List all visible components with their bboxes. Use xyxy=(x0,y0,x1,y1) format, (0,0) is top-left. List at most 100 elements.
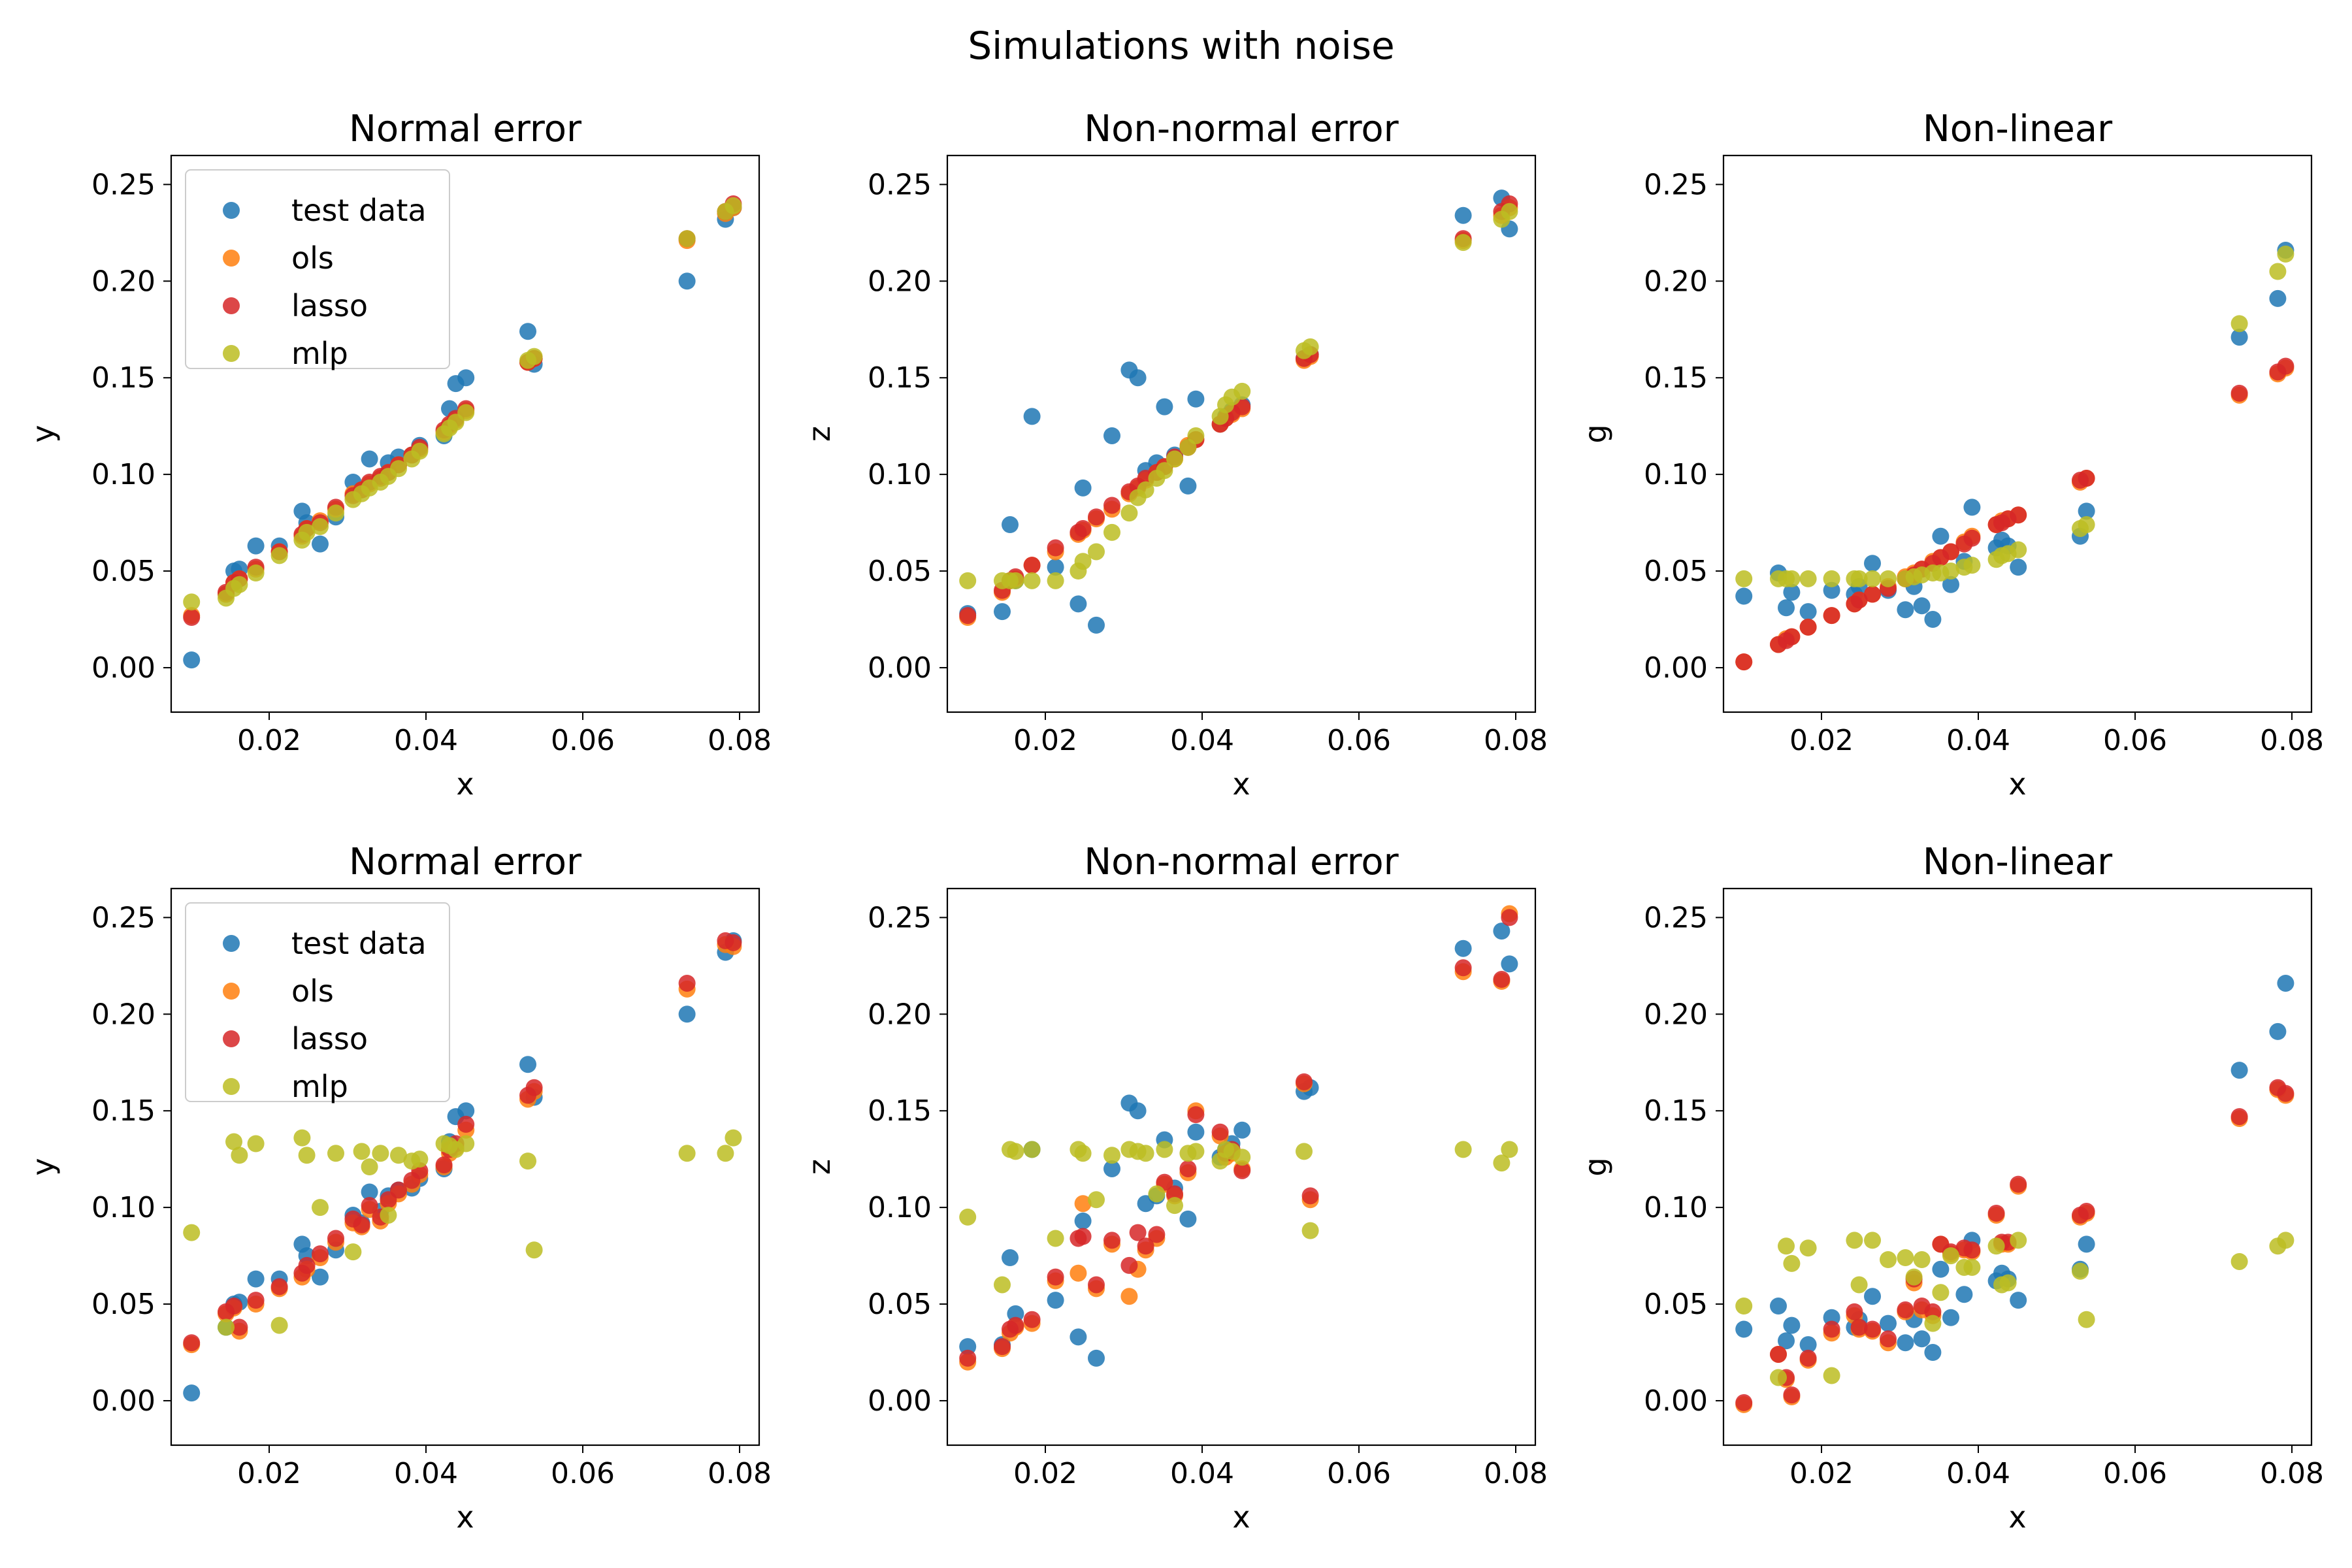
data-point xyxy=(1880,1330,1897,1348)
y-tick-label: 0.25 xyxy=(91,901,155,934)
data-point xyxy=(1783,583,1801,601)
x-tick-label: 0.02 xyxy=(237,1457,301,1490)
data-point xyxy=(1187,1123,1205,1141)
data-point xyxy=(2277,357,2295,375)
data-point xyxy=(1233,1149,1251,1166)
data-point xyxy=(1846,1232,1863,1249)
x-tick-label: 0.08 xyxy=(2260,724,2324,757)
data-point xyxy=(1088,1191,1105,1209)
data-point xyxy=(247,564,265,581)
legend-marker xyxy=(223,983,240,1000)
data-point xyxy=(725,934,742,951)
data-point xyxy=(1088,616,1105,634)
data-point xyxy=(2078,502,2095,520)
legend-marker xyxy=(223,202,240,219)
x-axis-label: x xyxy=(1232,1499,1250,1535)
x-axis-label: x xyxy=(456,766,474,802)
data-point xyxy=(1913,597,1931,615)
data-point xyxy=(1007,1316,1024,1334)
data-point xyxy=(1913,1330,1931,1348)
data-point xyxy=(1156,462,1173,480)
data-point xyxy=(312,518,329,535)
data-point xyxy=(1103,427,1120,444)
legend-label: ols xyxy=(291,240,334,276)
x-tick-label: 0.08 xyxy=(1484,724,1548,757)
data-point xyxy=(525,1241,543,1259)
data-point xyxy=(380,1206,397,1224)
data-point xyxy=(2230,1108,2248,1126)
x-tick-label: 0.06 xyxy=(2103,1457,2167,1490)
data-point xyxy=(1120,1288,1138,1305)
y-tick-label: 0.20 xyxy=(868,998,932,1031)
y-tick-label: 0.20 xyxy=(1644,265,1708,298)
data-point xyxy=(1002,1249,1019,1267)
data-point xyxy=(1942,543,1959,561)
data-point xyxy=(2230,1252,2248,1270)
data-point xyxy=(1770,1345,1787,1363)
data-point xyxy=(1783,1254,1801,1272)
data-point xyxy=(1846,1303,1863,1320)
data-point xyxy=(293,1129,311,1147)
data-point xyxy=(525,348,543,365)
data-point xyxy=(1783,1386,1801,1404)
data-point xyxy=(1103,497,1120,514)
data-point xyxy=(519,1056,536,1073)
data-point xyxy=(1932,1260,1950,1278)
data-point xyxy=(225,1133,242,1151)
data-point xyxy=(1897,1301,1914,1318)
data-point xyxy=(298,523,316,541)
legend-marker xyxy=(223,250,240,267)
data-point xyxy=(411,442,429,460)
data-point xyxy=(1735,587,1753,605)
data-point xyxy=(1963,1241,1981,1259)
data-point xyxy=(1955,1286,1973,1303)
data-point xyxy=(1880,1315,1897,1332)
x-tick-label: 0.02 xyxy=(1013,724,1077,757)
data-point xyxy=(1007,1143,1024,1160)
scatter-points xyxy=(1735,241,2295,671)
data-point xyxy=(1770,1298,1787,1315)
legend-box xyxy=(185,169,450,369)
data-point xyxy=(1070,1264,1087,1282)
chart-panel: Non-normal error 0.02 0.04 0.06 0.08 0.00 0.05… xyxy=(802,108,1548,802)
data-point xyxy=(1501,1141,1518,1158)
data-point xyxy=(1301,338,1319,355)
legend-label: test data xyxy=(291,926,427,961)
data-point xyxy=(1454,234,1472,252)
scatter-points xyxy=(959,189,1518,634)
x-tick-label: 0.02 xyxy=(1013,1457,1077,1490)
data-point xyxy=(1913,1251,1931,1268)
data-point xyxy=(1897,1334,1914,1352)
legend-marker xyxy=(223,1030,240,1047)
data-point xyxy=(1179,1210,1197,1228)
data-point xyxy=(183,1334,201,1352)
data-point xyxy=(1187,1143,1205,1160)
data-point xyxy=(1735,1394,1753,1411)
scatter-points xyxy=(959,905,1518,1371)
y-tick-label: 0.00 xyxy=(1644,1384,1708,1418)
data-point xyxy=(183,593,201,611)
y-tick-label: 0.15 xyxy=(1644,1094,1708,1128)
data-point xyxy=(1047,559,1064,576)
data-point xyxy=(1823,607,1840,625)
x-tick-label: 0.04 xyxy=(1946,724,2010,757)
y-axis-label: y xyxy=(25,425,61,442)
legend-marker xyxy=(223,1078,240,1095)
data-point xyxy=(1987,1237,2005,1255)
data-point xyxy=(1864,555,1881,572)
x-axis-label: x xyxy=(456,1499,474,1535)
data-point xyxy=(327,1230,344,1247)
data-point xyxy=(1187,427,1205,444)
data-point xyxy=(1166,450,1183,468)
data-point xyxy=(1233,382,1251,400)
data-point xyxy=(270,547,288,564)
data-point xyxy=(2010,559,2027,576)
data-point xyxy=(1187,1106,1205,1124)
plot-frame xyxy=(1722,887,2313,1446)
y-tick-label: 0.10 xyxy=(868,458,932,491)
scatter-points xyxy=(183,195,742,669)
data-point xyxy=(1454,959,1472,977)
data-point xyxy=(1783,1316,1801,1334)
y-tick-label: 0.15 xyxy=(868,361,932,395)
